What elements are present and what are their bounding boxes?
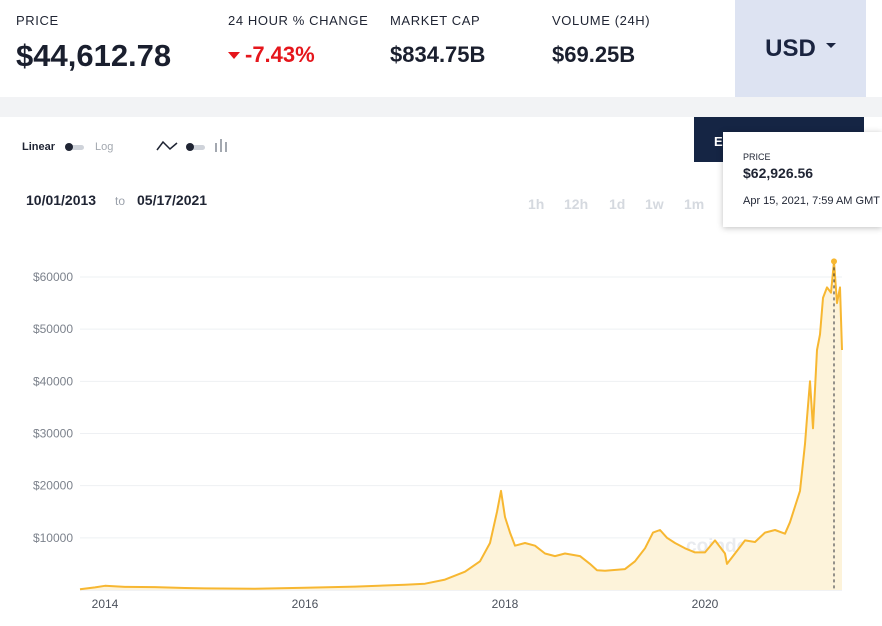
y-tick-label: $10000 [33,531,73,545]
range-1m[interactable]: 1m [684,196,705,212]
series-area [80,261,842,590]
x-tick-label: 2014 [92,597,119,611]
y-tick-label: $50000 [33,322,73,336]
tooltip-value: $62,926.56 [743,165,814,181]
linear-label: Linear [22,141,56,153]
change-value-text: -7.43% [245,42,315,67]
y-tick-label: $40000 [33,374,73,388]
to-label: to [115,194,126,208]
log-label: Log [95,141,114,153]
range-1w[interactable]: 1w [645,196,664,212]
line-chart-icon[interactable] [156,139,178,153]
chevron-down-icon [825,43,836,48]
y-tick-label: $30000 [33,427,73,441]
price-tooltip: PRICE $62,926.56 Apr 15, 2021, 7:59 AM G… [723,132,882,227]
down-arrow-icon [228,51,240,59]
bar-chart-icon[interactable] [214,137,230,153]
tooltip-date: Apr 15, 2021, 7:59 AM GMT [743,195,880,207]
currency-dropdown[interactable]: USD [735,0,866,97]
x-tick-label: 2016 [292,597,319,611]
from-date[interactable]: 10/01/2013 [26,192,97,208]
range-1h[interactable]: 1h [528,196,545,212]
marketcap-label: MARKET CAP [390,13,481,28]
x-tick-label: 2020 [692,597,719,611]
range-1d[interactable]: 1d [609,196,626,212]
change-label: 24 HOUR % CHANGE [228,13,369,28]
y-tick-label: $60000 [33,270,73,284]
change-value: -7.43% [228,42,315,68]
range-12h[interactable]: 12h [564,196,589,212]
volume-label: VOLUME (24H) [552,13,651,28]
marketcap-value: $834.75B [390,42,486,67]
scale-toggle[interactable] [65,143,84,151]
stats-bar: PRICE $44,612.78 24 HOUR % CHANGE -7.43%… [0,0,882,97]
price-label: PRICE [16,13,59,28]
volume-value: $69.25B [552,42,636,67]
y-tick-label: $20000 [33,479,73,493]
chart-type-toggle[interactable] [186,143,205,151]
x-tick-label: 2018 [492,597,519,611]
tooltip-label: PRICE [743,152,771,162]
series-line [79,260,843,591]
price-value: $44,612.78 [16,38,172,73]
to-date[interactable]: 05/17/2021 [137,192,208,208]
currency-label: USD [765,34,816,62]
hover-point [831,258,837,265]
